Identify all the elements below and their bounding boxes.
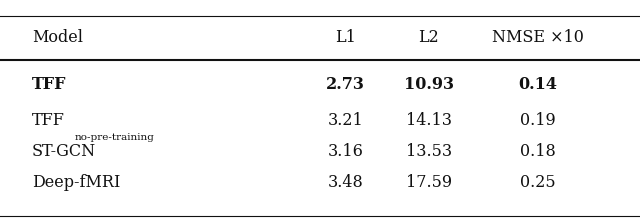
Text: Deep-fMRI: Deep-fMRI [32,174,120,191]
Text: 0.25: 0.25 [520,174,556,191]
Text: 2.73: 2.73 [326,76,365,93]
Text: ST-GCN: ST-GCN [32,143,96,160]
Text: L2: L2 [419,29,439,46]
Text: 17.59: 17.59 [406,174,452,191]
Text: 13.53: 13.53 [406,143,452,160]
Text: TFF: TFF [32,112,65,129]
Text: 0.19: 0.19 [520,112,556,129]
Text: 3.21: 3.21 [328,112,364,129]
Text: 0.14: 0.14 [518,76,557,93]
Text: 3.48: 3.48 [328,174,364,191]
Text: 3.16: 3.16 [328,143,364,160]
Text: TFF: TFF [32,76,67,93]
Text: 0.18: 0.18 [520,143,556,160]
Text: 10.93: 10.93 [404,76,454,93]
Text: 14.13: 14.13 [406,112,452,129]
Text: L1: L1 [335,29,356,46]
Text: NMSE ×10: NMSE ×10 [492,29,584,46]
Text: no-pre-training: no-pre-training [75,134,155,142]
Text: Model: Model [32,29,83,46]
